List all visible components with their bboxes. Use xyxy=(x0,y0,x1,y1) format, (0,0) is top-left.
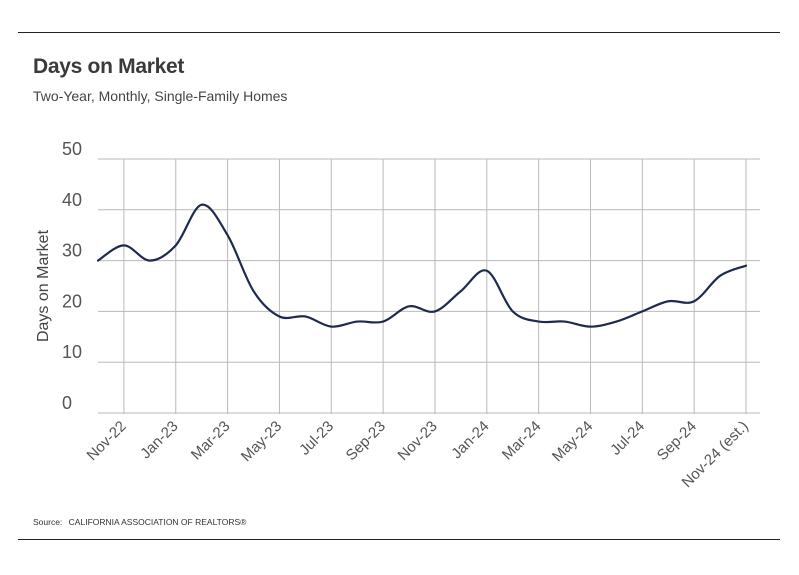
x-tick-label: Sep-23 xyxy=(343,418,389,464)
y-tick-label: 50 xyxy=(62,139,82,159)
bottom-rule xyxy=(18,539,780,540)
x-tick-label: May-23 xyxy=(238,418,285,465)
chart-subtitle: Two-Year, Monthly, Single-Family Homes xyxy=(33,88,288,104)
data-point xyxy=(744,264,748,268)
data-point xyxy=(277,314,281,318)
data-point xyxy=(718,274,722,278)
data-point xyxy=(614,320,618,324)
x-tick-label: Jan-24 xyxy=(448,418,492,462)
data-point xyxy=(355,320,359,324)
data-point xyxy=(200,203,204,207)
data-point xyxy=(459,289,463,293)
source-text: CALIFORNIA ASSOCIATION OF REALTORS® xyxy=(68,517,247,527)
data-point xyxy=(588,325,592,329)
y-tick-label: 10 xyxy=(62,342,82,362)
x-tick-label: Mar-24 xyxy=(499,418,545,464)
source-prefix: Source: xyxy=(33,517,63,527)
data-point xyxy=(96,259,100,263)
data-point xyxy=(511,309,515,313)
data-point xyxy=(174,243,178,247)
data-point xyxy=(563,320,567,324)
data-point xyxy=(640,309,644,313)
chart-title: Days on Market xyxy=(33,55,185,78)
series-layer xyxy=(96,203,748,329)
x-tick-label: Sep-24 xyxy=(654,418,700,464)
data-point xyxy=(666,299,670,303)
data-point xyxy=(381,320,385,324)
x-tick-label: Jan-23 xyxy=(137,418,181,462)
data-point xyxy=(537,320,541,324)
y-axis-ticks: 0 10 20 30 40 50 xyxy=(62,139,82,413)
data-point xyxy=(485,269,489,273)
data-point xyxy=(226,233,230,237)
data-point xyxy=(303,314,307,318)
y-tick-label: 20 xyxy=(62,291,82,311)
data-point xyxy=(252,289,256,293)
x-axis-ticks: Nov-22 Jan-23 Mar-23 May-23 Jul-23 Sep-23 Nov-… xyxy=(84,418,752,491)
data-point xyxy=(329,325,333,329)
x-tick-label: Nov-22 xyxy=(84,418,130,464)
x-tick-label: Mar-23 xyxy=(188,418,234,464)
gridlines xyxy=(98,158,760,414)
y-tick-label: 30 xyxy=(62,241,82,261)
y-tick-label: 0 xyxy=(62,393,72,413)
data-point xyxy=(433,309,437,313)
series-line xyxy=(96,203,748,328)
data-point xyxy=(122,243,126,247)
source-note: Source: CALIFORNIA ASSOCIATION OF REALTO… xyxy=(33,517,246,527)
x-tick-label: May-24 xyxy=(549,418,596,465)
data-point xyxy=(148,259,152,263)
data-point xyxy=(692,299,696,303)
x-tick-label: Jul-23 xyxy=(296,418,337,459)
x-tick-label: Nov-23 xyxy=(395,418,441,464)
x-tick-label: Jul-24 xyxy=(607,418,648,459)
y-tick-label: 40 xyxy=(62,190,82,210)
data-point xyxy=(407,304,411,308)
y-axis-title: Days on Market xyxy=(35,229,52,342)
top-rule xyxy=(18,32,780,33)
